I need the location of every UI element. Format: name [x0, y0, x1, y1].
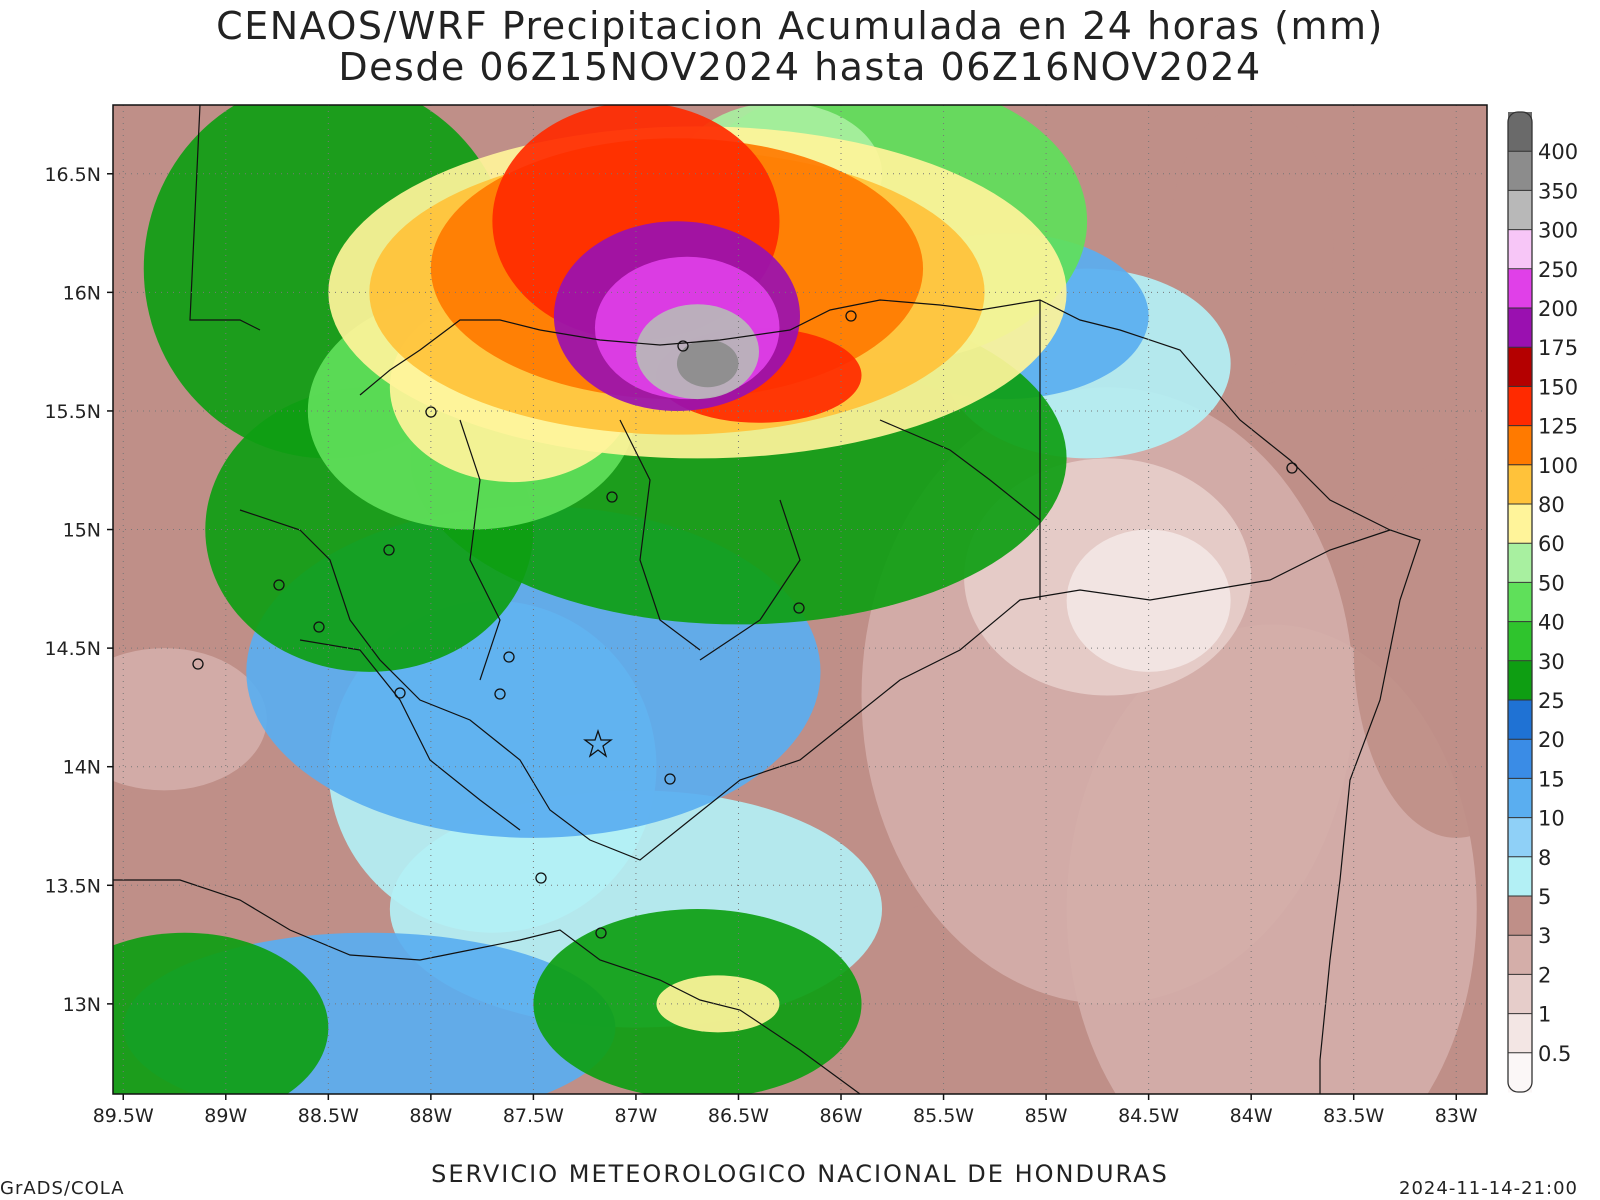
- city-markers: [192, 310, 1298, 939]
- lon-tick-label: 89W: [204, 1105, 247, 1127]
- colorbar-level-label: 125: [1538, 415, 1578, 439]
- longitude-axis: 89.5W 89W 88.5W 88W 87.5W 87W 86.5W 86W 85.5W 85W…: [93, 1094, 1478, 1127]
- lat-tick-label: 14N: [63, 757, 101, 779]
- colorbar-swatch: [1508, 1013, 1532, 1054]
- colorbar-level-label: 300: [1538, 219, 1578, 243]
- colorbar-swatch: [1508, 425, 1532, 466]
- colorbar-level-label: 350: [1538, 179, 1578, 203]
- colorbar-level-label: 150: [1538, 375, 1578, 399]
- lon-tick-label: 88.5W: [298, 1105, 359, 1127]
- colorbar-swatch: [1508, 464, 1532, 505]
- colorbar-swatch: [1508, 386, 1532, 427]
- colorbar-level-label: 1: [1538, 1003, 1551, 1027]
- lon-tick-label: 84.5W: [1118, 1105, 1179, 1127]
- lat-tick-label: 13.5N: [44, 875, 101, 897]
- lon-tick-label: 86W: [820, 1105, 863, 1127]
- precip-area-8: [113, 648, 267, 791]
- colorbar-level-label: 400: [1538, 140, 1578, 164]
- colorbar-swatch: [1508, 112, 1532, 152]
- lon-tick-label: 87.5W: [503, 1105, 564, 1127]
- colorbar-swatch: [1508, 935, 1532, 975]
- colorbar-swatch: [1508, 347, 1532, 387]
- precip-area-5: [1066, 529, 1231, 672]
- map-title-line2: Desde 06Z15NOV2024 hasta 06Z16NOV2024: [338, 45, 1262, 89]
- colorbar-swatch: [1508, 308, 1532, 348]
- lon-tick-label: 85W: [1025, 1105, 1068, 1127]
- colorbar-swatch: [1508, 700, 1532, 740]
- lon-tick-label: 86.5W: [708, 1105, 769, 1127]
- colorbar-swatch: [1508, 504, 1532, 544]
- lat-tick-label: 14.5N: [44, 638, 101, 660]
- colorbar-level-label: 30: [1538, 650, 1565, 674]
- colorbar-level-label: 200: [1538, 297, 1578, 321]
- colorbar-level-label: 5: [1538, 885, 1551, 909]
- colorbar-level-label: 2: [1538, 963, 1551, 987]
- colorbar-level-label: 50: [1538, 571, 1565, 595]
- precip-area-19: [113, 932, 329, 1094]
- colorbar-swatch: [1508, 621, 1532, 662]
- footer-software: GrADS/COLA: [0, 1178, 125, 1199]
- colorbar-swatch: [1508, 1052, 1532, 1093]
- colorbar-swatch: [1508, 151, 1532, 191]
- coastlines-borders: [113, 105, 1421, 1094]
- colorbar-level-label: 8: [1538, 846, 1551, 870]
- colorbar-swatch: [1508, 778, 1532, 819]
- lon-tick-label: 83.5W: [1323, 1105, 1384, 1127]
- colorbar-swatch: [1508, 817, 1532, 858]
- lat-tick-label: 15.5N: [44, 401, 101, 423]
- colorbar-level-label: 80: [1538, 493, 1565, 517]
- colorbar-level-label: 60: [1538, 532, 1565, 556]
- lon-tick-label: 89.5W: [93, 1105, 154, 1127]
- colorbar-swatch: [1508, 896, 1532, 936]
- precip-area-6: [1353, 458, 1487, 838]
- lat-tick-label: 16N: [63, 282, 101, 304]
- colorbar-swatch: [1508, 660, 1532, 701]
- colorbar-swatch: [1508, 190, 1532, 231]
- colorbar-level-label: 0.5: [1538, 1042, 1571, 1066]
- colorbar-swatch: [1508, 229, 1532, 270]
- colorbar-level-label: 250: [1538, 258, 1578, 282]
- lon-tick-label: 85.5W: [913, 1105, 974, 1127]
- colorbar-swatch: [1508, 739, 1532, 779]
- plot-frame: [112, 104, 1488, 1095]
- lat-tick-label: 15N: [63, 520, 101, 542]
- lon-tick-label: 88W: [409, 1105, 452, 1127]
- lon-tick-label: 84W: [1230, 1105, 1273, 1127]
- colorbar-level-label: 10: [1538, 807, 1565, 831]
- lon-tick-label: 83W: [1435, 1105, 1478, 1127]
- colorbar-level-label: 25: [1538, 689, 1565, 713]
- colorbar-level-label: 175: [1538, 336, 1578, 360]
- footer-timestamp: 2024-11-14-21:00: [1399, 1178, 1578, 1199]
- colorbar-swatch: [1508, 543, 1532, 583]
- map-title-line1: CENAOS/WRF Precipitacion Acumulada en 24…: [216, 4, 1384, 48]
- colorbar-level-label: 15: [1538, 767, 1565, 791]
- precipitation-fields: [113, 105, 1487, 1094]
- colorbar-level-label: 20: [1538, 728, 1565, 752]
- colorbar-legend: 0.5 1 2 3 5 8 10 15 20 25 30 40 50 60 80 100 125 150 175 20…: [1507, 111, 1578, 1093]
- graticule: [113, 105, 1487, 1094]
- lat-tick-label: 16.5N: [44, 164, 101, 186]
- colorbar-swatch: [1508, 582, 1532, 623]
- latitude-axis: 16.5N 16N 15.5N 15N 14.5N 14N 13.5N 13N: [44, 164, 113, 1016]
- colorbar-level-label: 40: [1538, 611, 1565, 635]
- lat-tick-label: 13N: [63, 994, 101, 1016]
- footer-agency: SERVICIO METEOROLOGICO NACIONAL DE HONDU…: [431, 1160, 1169, 1188]
- colorbar-swatch: [1508, 268, 1532, 309]
- colorbar-swatch: [1508, 974, 1532, 1015]
- colorbar-level-label: 100: [1538, 454, 1578, 478]
- precip-area-33: [676, 339, 739, 388]
- colorbar-swatch: [1508, 856, 1532, 897]
- lon-tick-label: 87W: [614, 1105, 657, 1127]
- colorbar-level-label: 3: [1538, 924, 1551, 948]
